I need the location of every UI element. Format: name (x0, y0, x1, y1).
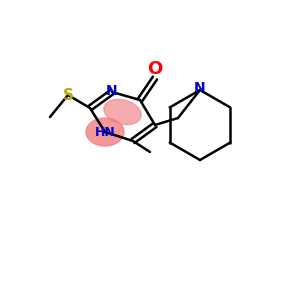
Text: N: N (106, 84, 118, 98)
Text: N: N (194, 81, 206, 95)
Text: HN: HN (94, 125, 116, 139)
Ellipse shape (104, 99, 141, 124)
Ellipse shape (86, 118, 124, 146)
Text: O: O (147, 60, 163, 78)
Text: S: S (62, 88, 74, 104)
